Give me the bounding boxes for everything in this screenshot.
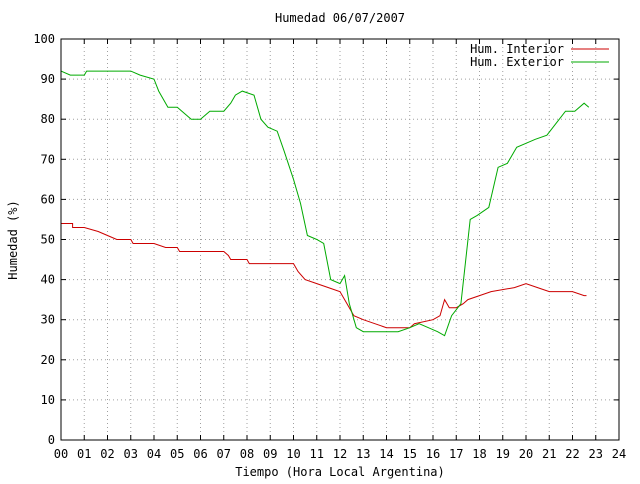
x-tick-label: 07 <box>217 447 231 461</box>
x-tick-label: 06 <box>193 447 207 461</box>
x-axis-label: Tiempo (Hora Local Argentina) <box>235 465 445 479</box>
x-tick-label: 00 <box>54 447 68 461</box>
x-tick-label: 01 <box>77 447 91 461</box>
series-line-hum-exterior <box>60 70 590 337</box>
x-tick-label: 21 <box>542 447 556 461</box>
y-tick-label: 60 <box>41 192 55 206</box>
y-tick-label: 0 <box>48 433 55 447</box>
x-tick-label: 13 <box>356 447 370 461</box>
y-tick-label: 80 <box>41 112 55 126</box>
x-tick-label: 17 <box>449 447 463 461</box>
x-tick-label: 24 <box>612 447 626 461</box>
x-tick-label: 20 <box>519 447 533 461</box>
x-tick-label: 15 <box>403 447 417 461</box>
x-tick-label: 11 <box>310 447 324 461</box>
x-tick-label: 16 <box>426 447 440 461</box>
y-tick-label: 20 <box>41 353 55 367</box>
x-tick-label: 18 <box>472 447 486 461</box>
y-tick-label: 50 <box>41 233 55 247</box>
legend-label: Hum. Exterior <box>470 55 564 69</box>
x-tick-label: 05 <box>170 447 184 461</box>
x-tick-label: 02 <box>100 447 114 461</box>
series-line-hum-interior <box>61 223 587 329</box>
y-tick-label: 100 <box>33 32 55 46</box>
y-axis-label: Humedad (%) <box>6 200 20 279</box>
y-tick-label: 90 <box>41 72 55 86</box>
x-tick-label: 04 <box>147 447 161 461</box>
x-tick-label: 10 <box>286 447 300 461</box>
x-tick-label: 09 <box>263 447 277 461</box>
y-tick-label: 10 <box>41 393 55 407</box>
x-tick-label: 23 <box>589 447 603 461</box>
plot-frame <box>60 38 620 441</box>
y-tick-label: 30 <box>41 313 55 327</box>
tick-layer: 0 10 20 30 40 50 60 70 80 90 100 00 01 02 03 04 05 06 07 08… <box>33 32 626 461</box>
legend-label: Hum. Interior <box>470 42 564 56</box>
grid-layer <box>61 39 619 440</box>
x-tick-label: 19 <box>496 447 510 461</box>
x-tick-label: 08 <box>240 447 254 461</box>
x-tick-label: 03 <box>124 447 138 461</box>
y-tick-label: 70 <box>41 152 55 166</box>
series-layer <box>60 70 590 337</box>
x-tick-label: 12 <box>333 447 347 461</box>
chart-title: Humedad 06/07/2007 <box>275 11 405 25</box>
y-tick-label: 40 <box>41 273 55 287</box>
x-tick-label: 14 <box>379 447 393 461</box>
x-tick-label: 22 <box>565 447 579 461</box>
